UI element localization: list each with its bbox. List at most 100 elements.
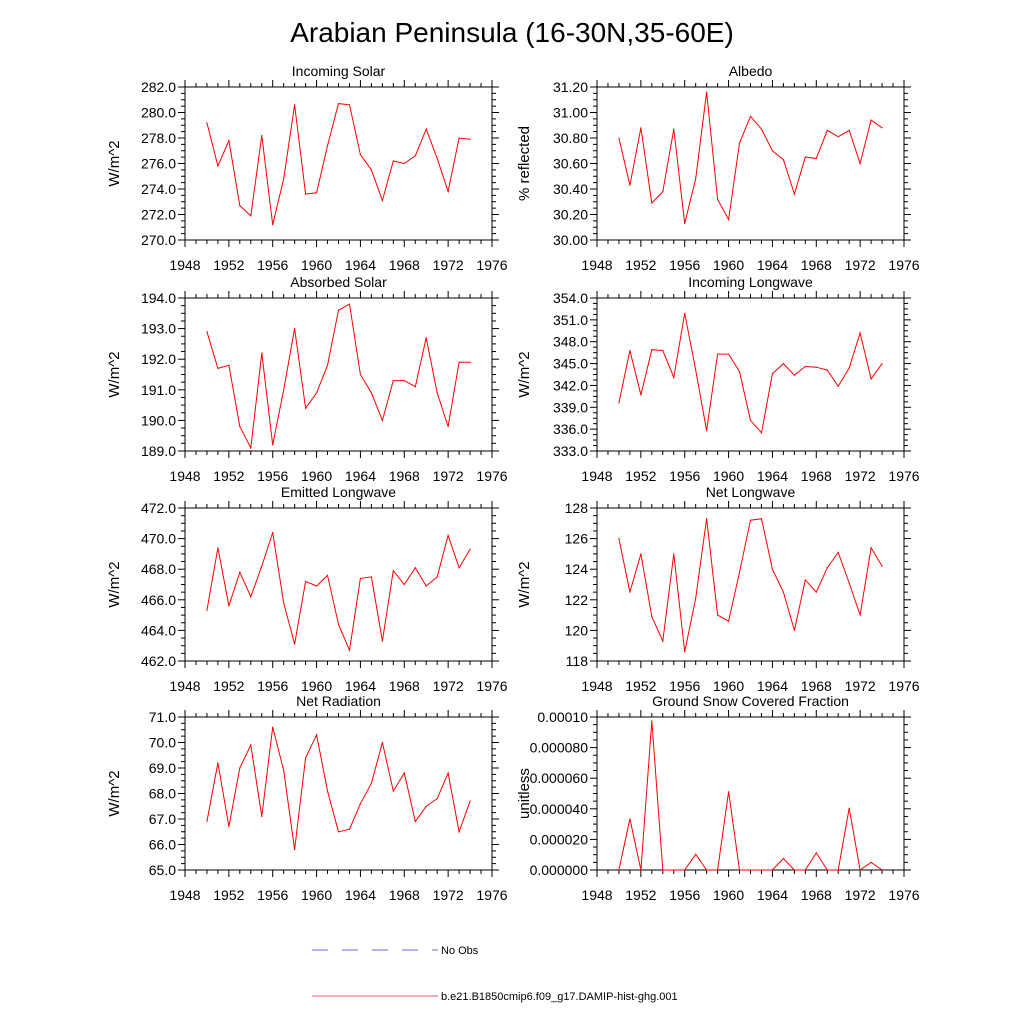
series-line — [618, 92, 883, 224]
y-tick-label: 65.0 — [149, 862, 176, 878]
data-point — [804, 365, 806, 368]
data-point — [359, 803, 362, 805]
data-point — [239, 204, 241, 207]
data-point — [381, 640, 383, 642]
data-point — [348, 828, 351, 830]
y-tick-label: 31.20 — [553, 79, 588, 95]
data-point — [771, 568, 774, 570]
data-point — [651, 616, 653, 618]
data-point — [717, 869, 719, 871]
data-point — [305, 193, 307, 195]
data-point — [392, 570, 394, 572]
x-tick-label: 1948 — [581, 678, 612, 694]
x-tick-label: 1964 — [345, 887, 376, 903]
y-tick-label: 31.00 — [553, 105, 588, 121]
x-tick-label: 1956 — [257, 887, 288, 903]
y-tick-label: 274.0 — [141, 181, 176, 197]
data-point — [305, 580, 307, 583]
data-point — [217, 367, 219, 369]
data-point — [294, 328, 296, 330]
y-tick-label: 472.0 — [141, 500, 176, 516]
data-point — [403, 772, 405, 774]
data-point — [881, 869, 883, 871]
data-point — [859, 869, 861, 871]
x-tick-label: 1952 — [213, 678, 244, 694]
panel-8: Ground Snow Covered Fraction 1948 1952 1956… — [516, 693, 920, 903]
data-point — [662, 190, 664, 193]
data-point — [458, 137, 460, 139]
data-point — [870, 378, 872, 380]
x-tick-label: 1968 — [801, 257, 832, 273]
data-point — [760, 518, 763, 520]
data-point — [870, 861, 872, 863]
data-point — [261, 815, 263, 818]
x-tick-label: 1976 — [888, 468, 919, 484]
data-point — [337, 309, 340, 311]
x-tick-label: 1972 — [433, 678, 464, 694]
panel-title: Albedo — [729, 63, 773, 79]
data-point — [217, 547, 219, 549]
panel-title: Ground Snow Covered Fraction — [652, 693, 849, 709]
data-point — [414, 567, 416, 569]
x-tick-label: 1972 — [433, 468, 464, 484]
y-tick-label: 270.0 — [141, 232, 176, 248]
data-point — [640, 127, 642, 129]
data-point — [618, 538, 620, 540]
series-line — [206, 303, 471, 450]
data-point — [228, 364, 230, 366]
data-point — [436, 392, 438, 394]
data-point — [206, 820, 208, 823]
data-point — [315, 734, 318, 736]
x-tick-label: 1964 — [345, 678, 376, 694]
data-point — [315, 392, 318, 394]
data-point — [348, 649, 351, 651]
x-tick-label: 1976 — [888, 678, 919, 694]
data-point — [348, 104, 351, 106]
y-axis-label: unitless — [516, 768, 533, 819]
plot-frame — [596, 507, 905, 662]
x-tick-label: 1968 — [801, 468, 832, 484]
data-point — [370, 782, 372, 784]
data-point — [618, 402, 620, 404]
data-point — [673, 376, 675, 379]
y-tick-label: 30.20 — [553, 207, 588, 223]
x-tick-label: 1972 — [845, 887, 876, 903]
data-point — [826, 869, 828, 871]
panel-title: Incoming Longwave — [688, 274, 813, 290]
y-tick-label: 0.000020 — [530, 831, 589, 847]
data-point — [403, 583, 405, 586]
data-point — [815, 366, 817, 368]
data-point — [749, 419, 752, 421]
data-point — [848, 129, 850, 131]
panel-title: Net Radiation — [296, 693, 381, 709]
data-point — [272, 444, 274, 446]
x-tick-label: 1964 — [757, 887, 788, 903]
data-point — [414, 386, 416, 388]
data-point — [425, 805, 427, 807]
data-point — [228, 826, 230, 828]
data-point — [727, 353, 730, 355]
data-point — [414, 820, 416, 823]
data-point — [837, 136, 839, 138]
y-tick-label: 464.0 — [141, 622, 176, 638]
data-point — [294, 849, 296, 851]
data-point — [695, 178, 697, 180]
x-tick-label: 1960 — [713, 468, 744, 484]
data-point — [804, 579, 806, 581]
data-point — [706, 430, 708, 432]
data-point — [436, 576, 438, 578]
y-tick-label: 333.0 — [553, 443, 588, 459]
plot-frame — [184, 297, 493, 452]
x-tick-label: 1972 — [845, 468, 876, 484]
data-point — [771, 373, 774, 375]
data-point — [881, 362, 883, 365]
data-point — [305, 407, 307, 409]
data-point — [228, 605, 230, 607]
y-tick-label: 118 — [566, 653, 589, 669]
data-point — [727, 620, 730, 622]
x-tick-label: 1948 — [581, 468, 612, 484]
data-point — [706, 518, 708, 520]
data-point — [294, 643, 296, 645]
data-point — [771, 869, 774, 871]
